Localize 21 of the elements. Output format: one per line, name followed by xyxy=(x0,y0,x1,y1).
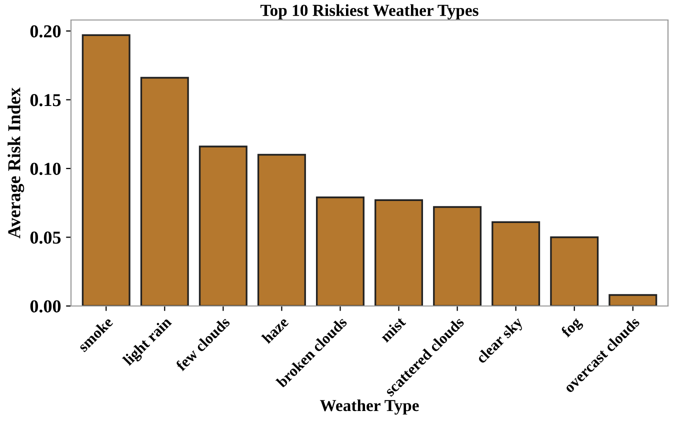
y-axis-title: Average Risk Index xyxy=(8,88,24,238)
x-tick-label: fog xyxy=(560,316,584,340)
bar xyxy=(257,154,306,306)
y-tick-label: 0.00 xyxy=(30,300,61,313)
bar xyxy=(316,196,364,306)
y-tick-label: 0.10 xyxy=(30,162,61,176)
bar xyxy=(140,76,189,306)
y-tick-label: 0.15 xyxy=(30,94,61,106)
y-tick-label: 0.20 xyxy=(30,25,61,38)
x-axis-title: Weather Type xyxy=(320,399,419,415)
bar xyxy=(433,206,482,306)
bar xyxy=(492,221,540,306)
bar xyxy=(608,294,658,306)
bar xyxy=(550,236,599,306)
bar xyxy=(82,34,130,306)
x-tick-label: mist xyxy=(379,316,406,343)
bar xyxy=(374,199,424,306)
y-tick-label: 0.05 xyxy=(30,232,61,244)
chart-title: Top 10 Riskiest Weather Types xyxy=(260,4,478,20)
bar xyxy=(198,146,248,306)
x-tick-label: haze xyxy=(260,316,290,344)
